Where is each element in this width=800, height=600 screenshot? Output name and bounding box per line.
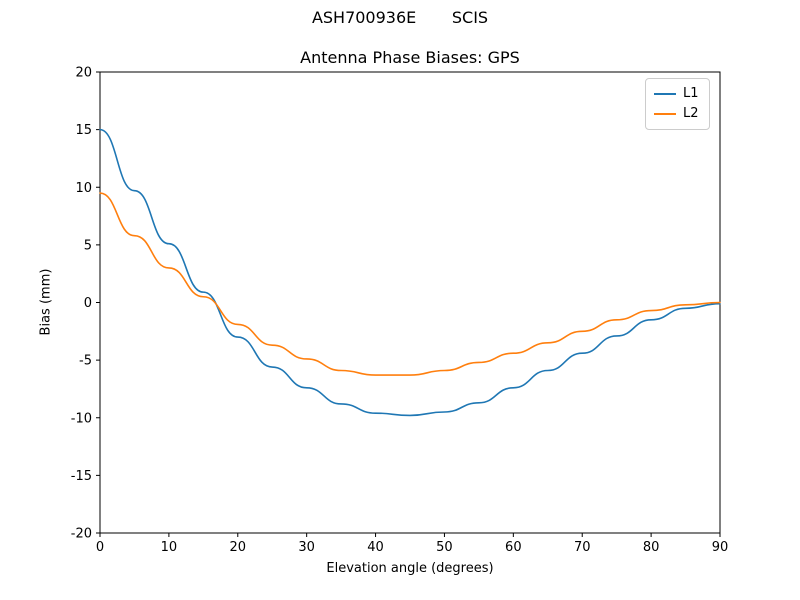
axes-frame: [99, 71, 721, 534]
x-tick-label: 50: [436, 540, 453, 555]
y-tick-label: 15: [75, 123, 92, 138]
legend-line-sample: [654, 93, 676, 95]
x-tick-label: 30: [298, 540, 315, 555]
legend-line-sample: [654, 113, 676, 115]
y-tick-label: 10: [75, 181, 92, 196]
y-tick-label: -20: [71, 527, 92, 542]
x-axis-label: Elevation angle (degrees): [326, 561, 494, 576]
x-tick-label: 40: [367, 540, 384, 555]
y-tick-label: 0: [84, 296, 92, 311]
legend-label: L1: [683, 86, 699, 101]
legend-item-L1: L1: [654, 84, 699, 104]
figure-title: ASH700936E SCIS: [311, 8, 489, 27]
x-tick-label: 10: [161, 540, 178, 555]
y-tick-label: 5: [84, 238, 92, 253]
series-line-L1: [99, 128, 721, 417]
y-tick-label: -5: [79, 354, 92, 369]
x-tick-label: 20: [230, 540, 247, 555]
x-tick-label: 80: [643, 540, 660, 555]
y-tick-label: -10: [71, 411, 92, 426]
chart-title: Antenna Phase Biases: GPS: [300, 48, 520, 67]
y-tick-label: -15: [71, 469, 92, 484]
legend-item-L2: L2: [654, 104, 699, 124]
legend-label: L2: [683, 106, 699, 121]
x-tick-label: 70: [574, 540, 591, 555]
series-line-L2: [99, 192, 721, 376]
x-tick-label: 60: [505, 540, 522, 555]
legend: L1 L2: [645, 78, 710, 130]
x-tick-label: 90: [712, 540, 729, 555]
y-axis-label: Bias (mm): [38, 268, 54, 336]
x-tick-label: 0: [96, 540, 104, 555]
y-tick-label: 20: [75, 66, 92, 81]
